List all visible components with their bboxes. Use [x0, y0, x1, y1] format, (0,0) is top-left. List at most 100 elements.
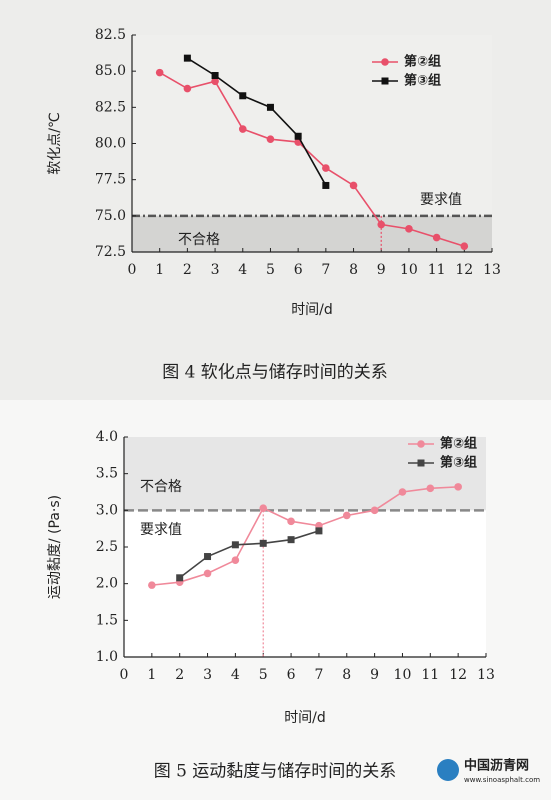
data-point — [231, 556, 240, 564]
y-axis-label: 运动黏度/ (Pa·s) — [47, 495, 63, 599]
y-tick-label: 82.5 — [95, 99, 126, 115]
unqualified-zone — [124, 437, 486, 511]
data-point — [287, 517, 295, 526]
x-tick-label: 13 — [483, 262, 501, 278]
y-tick-label: 75.0 — [95, 208, 126, 224]
data-point — [183, 84, 192, 93]
y-tick-label: 3.0 — [96, 502, 118, 518]
watermark-name: 中国沥青网 — [464, 758, 529, 774]
x-axis-label: 时间/d — [284, 710, 326, 726]
x-tick-label: 10 — [400, 262, 418, 278]
x-tick-label: 7 — [314, 667, 323, 683]
data-point — [322, 181, 330, 189]
data-point — [259, 539, 267, 547]
x-tick-label: 3 — [211, 262, 220, 278]
legend-marker — [381, 77, 389, 85]
data-point — [349, 181, 358, 190]
data-point — [176, 574, 184, 582]
data-point — [432, 233, 441, 242]
unqualified-zone — [132, 215, 492, 252]
x-tick-label: 9 — [370, 667, 379, 683]
watermark-logo — [437, 759, 459, 781]
x-tick-label: 8 — [349, 262, 358, 278]
series-line — [179, 530, 320, 579]
data-point — [183, 54, 191, 62]
data-point — [460, 242, 469, 251]
data-point — [148, 581, 156, 589]
x-tick-label: 2 — [183, 262, 192, 278]
y-tick-label: 1.0 — [96, 649, 118, 665]
data-point — [426, 484, 435, 493]
legend-marker — [417, 440, 425, 448]
x-tick-label: 7 — [321, 262, 330, 278]
x-axis-label: 时间/d — [291, 302, 333, 318]
data-point — [322, 164, 330, 172]
y-tick-label: 3.5 — [96, 466, 118, 482]
y-tick-label: 2.0 — [96, 576, 118, 592]
x-tick-label: 4 — [238, 262, 247, 278]
legend-label: 第②组 — [440, 436, 477, 452]
x-tick-label: 3 — [203, 667, 212, 683]
series-line — [151, 486, 459, 586]
watermark-url: www.sinoasphalt.com — [464, 776, 540, 784]
y-tick-label: 85.0 — [95, 63, 126, 79]
data-point — [454, 483, 462, 491]
x-tick-label: 5 — [259, 667, 268, 683]
y-axis-label: 软化点/℃ — [47, 112, 63, 174]
y-tick-label: 2.5 — [96, 539, 118, 555]
y-tick-label: 77.5 — [95, 172, 126, 188]
data-point — [287, 536, 295, 544]
data-point — [398, 488, 407, 496]
data-point — [377, 220, 386, 229]
data-point — [239, 92, 247, 100]
data-point — [211, 77, 219, 86]
x-tick-label: 13 — [477, 667, 495, 683]
data-point — [266, 135, 275, 143]
annotation: 不合格 — [140, 479, 182, 495]
y-tick-label: 1.5 — [96, 612, 118, 628]
data-point — [370, 506, 379, 515]
legend-label: 第③组 — [404, 73, 441, 89]
x-tick-label: 6 — [287, 667, 296, 683]
x-tick-label: 0 — [120, 667, 129, 683]
data-point — [238, 125, 247, 133]
y-tick-label: 4.0 — [96, 429, 118, 445]
x-tick-label: 12 — [449, 667, 467, 683]
data-point — [342, 511, 351, 520]
x-tick-label: 10 — [394, 667, 412, 683]
y-tick-label: 72.5 — [95, 244, 126, 260]
x-tick-label: 12 — [455, 262, 473, 278]
data-point — [203, 569, 212, 578]
series-line — [186, 57, 327, 186]
x-tick-label: 9 — [377, 262, 386, 278]
x-tick-label: 1 — [147, 667, 156, 683]
x-tick-label: 6 — [294, 262, 303, 278]
caption: 图 4 软化点与储存时间的关系 — [162, 363, 388, 383]
x-tick-label: 4 — [231, 667, 240, 683]
series-line — [159, 71, 465, 247]
data-point — [155, 68, 164, 77]
caption: 图 5 运动黏度与储存时间的关系 — [154, 762, 397, 782]
x-tick-label: 11 — [428, 262, 446, 278]
x-tick-label: 0 — [128, 262, 137, 278]
y-tick-label: 80.0 — [95, 136, 126, 152]
annotation: 要求值 — [420, 192, 462, 208]
legend-label: 第②组 — [404, 54, 441, 70]
data-point — [211, 72, 219, 80]
x-tick-label: 5 — [266, 262, 275, 278]
y-tick-label: 82.5 — [95, 27, 126, 43]
annotation: 要求值 — [140, 522, 182, 538]
x-tick-label: 2 — [175, 667, 184, 683]
data-point — [266, 103, 274, 111]
x-tick-label: 11 — [421, 667, 439, 683]
x-tick-label: 1 — [155, 262, 164, 278]
data-point — [405, 225, 413, 233]
data-point — [315, 527, 323, 535]
legend-label: 第③组 — [440, 455, 477, 471]
x-tick-label: 8 — [342, 667, 351, 683]
data-point — [259, 504, 268, 512]
legend-marker — [417, 459, 425, 467]
annotation: 不合格 — [178, 232, 220, 248]
data-point — [231, 541, 239, 549]
